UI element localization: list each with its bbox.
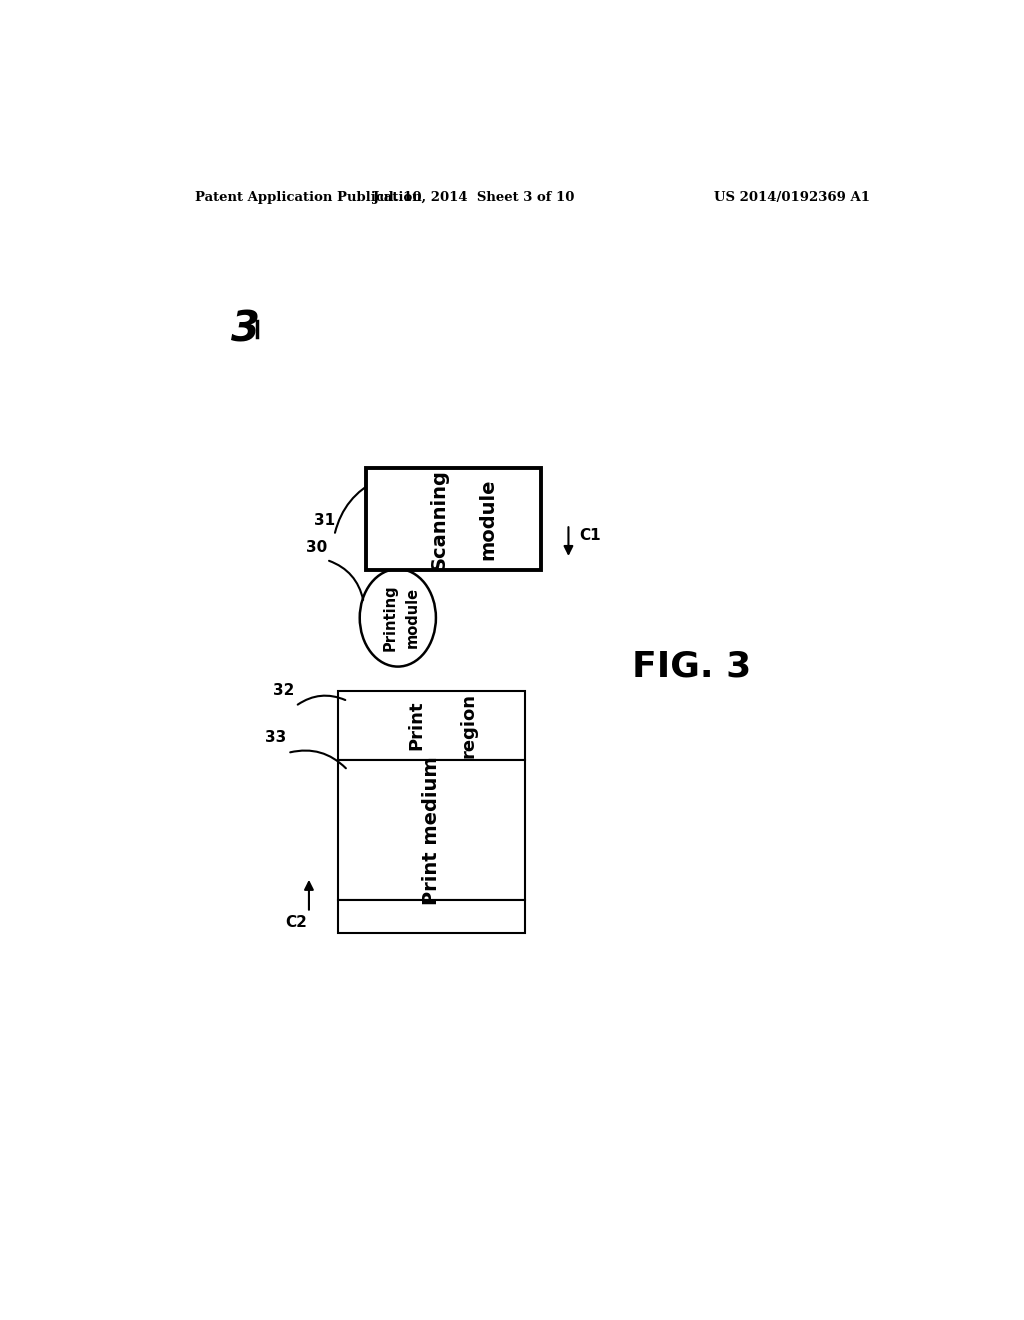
Text: module: module [479,478,498,560]
Text: Printing: Printing [382,585,397,651]
FancyBboxPatch shape [338,690,524,760]
Text: 31: 31 [314,512,336,528]
Text: C2: C2 [286,915,307,931]
Text: Scanning: Scanning [430,469,449,570]
Text: C1: C1 [579,528,600,543]
Text: 30: 30 [306,540,328,556]
Text: 32: 32 [272,684,294,698]
FancyBboxPatch shape [367,469,541,570]
Text: 33: 33 [265,730,287,746]
Text: Print: Print [408,701,426,750]
Text: Jul. 10, 2014  Sheet 3 of 10: Jul. 10, 2014 Sheet 3 of 10 [373,190,573,203]
Text: Patent Application Publication: Patent Application Publication [196,190,422,203]
Circle shape [359,569,436,667]
Text: FIG. 3: FIG. 3 [632,649,751,684]
Text: module: module [404,587,420,648]
Text: Print medium: Print medium [422,756,441,904]
Text: 3: 3 [231,308,260,350]
FancyBboxPatch shape [338,900,524,933]
FancyBboxPatch shape [338,760,524,900]
Text: US 2014/0192369 A1: US 2014/0192369 A1 [714,190,870,203]
Text: region: region [460,693,478,758]
